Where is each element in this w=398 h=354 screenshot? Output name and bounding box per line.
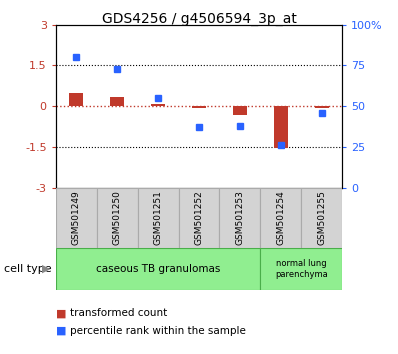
Text: ■: ■ <box>56 326 66 336</box>
Text: GSM501251: GSM501251 <box>154 190 162 245</box>
Bar <box>260 188 301 248</box>
Bar <box>179 188 219 248</box>
Bar <box>274 106 288 148</box>
Text: GSM501253: GSM501253 <box>236 190 244 245</box>
Text: GSM501252: GSM501252 <box>195 190 203 245</box>
Bar <box>138 188 179 248</box>
Bar <box>301 188 342 248</box>
Bar <box>69 93 83 106</box>
Text: ▶: ▶ <box>41 264 50 274</box>
Bar <box>97 188 138 248</box>
Bar <box>315 106 329 108</box>
Bar <box>192 106 206 108</box>
Bar <box>56 188 97 248</box>
Text: cell type: cell type <box>4 264 52 274</box>
Text: GSM501249: GSM501249 <box>72 190 81 245</box>
Bar <box>56 248 260 290</box>
Text: normal lung
parenchyma: normal lung parenchyma <box>275 259 328 279</box>
Bar <box>219 188 260 248</box>
Text: ■: ■ <box>56 308 66 318</box>
Bar <box>233 106 247 115</box>
Text: GSM501255: GSM501255 <box>317 190 326 245</box>
Text: GDS4256 / g4506594_3p_at: GDS4256 / g4506594_3p_at <box>101 12 297 27</box>
Text: transformed count: transformed count <box>70 308 167 318</box>
Bar <box>110 97 124 106</box>
Text: percentile rank within the sample: percentile rank within the sample <box>70 326 246 336</box>
Bar <box>151 104 165 106</box>
Text: caseous TB granulomas: caseous TB granulomas <box>96 264 220 274</box>
Bar <box>260 248 342 290</box>
Text: GSM501250: GSM501250 <box>113 190 122 245</box>
Text: GSM501254: GSM501254 <box>276 190 285 245</box>
